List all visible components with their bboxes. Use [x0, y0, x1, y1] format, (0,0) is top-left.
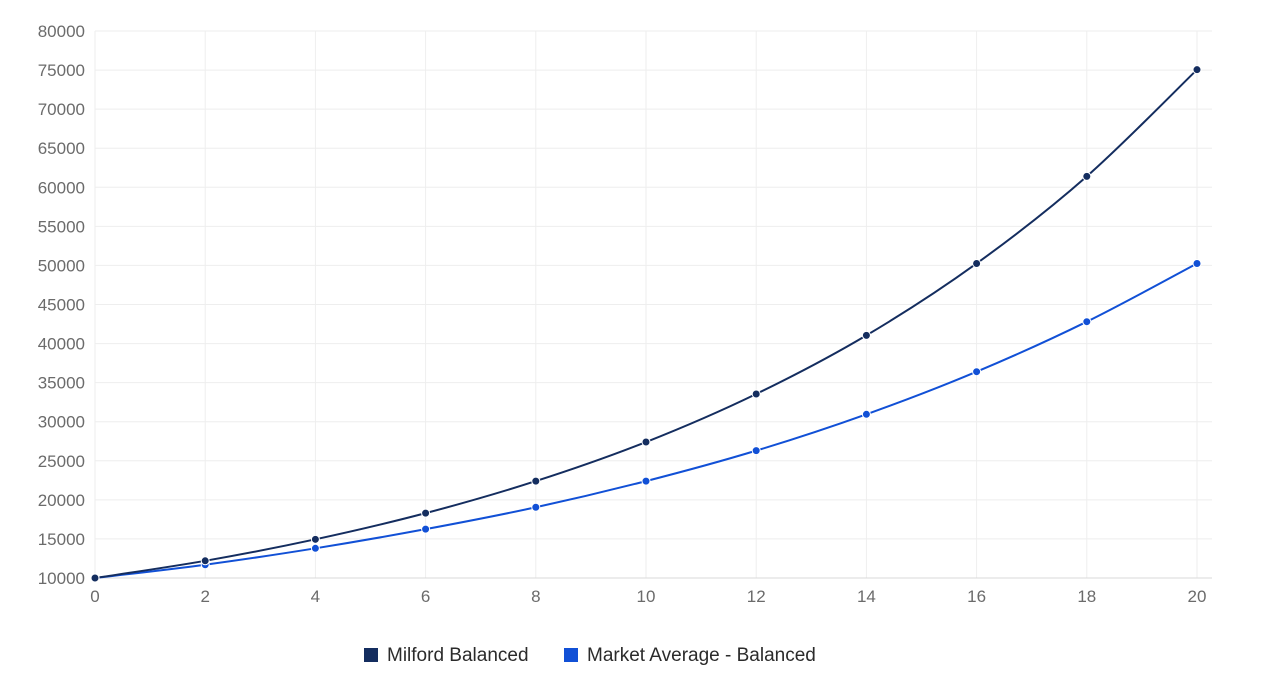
y-tick-label: 70000	[38, 100, 85, 119]
data-point-series-1	[972, 367, 982, 377]
data-point-series-1	[1082, 317, 1092, 327]
x-tick-label: 20	[1188, 587, 1207, 606]
data-point-series-1	[751, 446, 761, 456]
x-tick-label: 16	[967, 587, 986, 606]
data-point-series-1	[1192, 258, 1202, 268]
x-axis-tick-labels: 0 2 4 6 8 10 12 14 16 18 20	[90, 587, 1206, 606]
y-tick-label: 75000	[38, 61, 85, 80]
data-point-series-0	[861, 330, 871, 340]
y-tick-label: 25000	[38, 452, 85, 471]
y-tick-label: 80000	[38, 22, 85, 41]
y-tick-label: 10000	[38, 569, 85, 588]
data-point-series-0	[972, 258, 982, 268]
x-tick-label: 4	[311, 587, 320, 606]
data-point-series-1	[641, 476, 651, 486]
data-point-series-1	[310, 543, 320, 553]
x-tick-label: 8	[531, 587, 540, 606]
legend: Milford Balanced Market Average - Balance…	[364, 645, 816, 666]
y-tick-label: 60000	[38, 178, 85, 197]
x-tick-label: 14	[857, 587, 876, 606]
data-point-series-0	[421, 508, 431, 518]
data-point-series-0	[531, 476, 541, 486]
data-point-series-0	[751, 389, 761, 399]
x-tick-label: 12	[747, 587, 766, 606]
data-point-series-1	[421, 524, 431, 534]
legend-swatch	[564, 648, 578, 662]
x-tick-label: 10	[637, 587, 656, 606]
legend-swatch	[364, 648, 378, 662]
y-tick-label: 30000	[38, 413, 85, 432]
data-point-series-0	[1192, 65, 1202, 75]
data-point-series-0	[200, 556, 210, 566]
y-tick-label: 55000	[38, 217, 85, 236]
x-tick-label: 6	[421, 587, 430, 606]
x-tick-label: 2	[200, 587, 209, 606]
y-tick-label: 65000	[38, 139, 85, 158]
y-tick-label: 15000	[38, 530, 85, 549]
data-point-series-1	[531, 502, 541, 512]
data-point-series-1	[861, 409, 871, 419]
x-tick-label: 18	[1077, 587, 1096, 606]
y-tick-label: 40000	[38, 335, 85, 354]
legend-label: Market Average - Balanced	[587, 645, 816, 666]
data-point-series-0	[641, 437, 651, 447]
y-tick-label: 35000	[38, 374, 85, 393]
data-point-series-0	[90, 573, 100, 583]
y-tick-label: 45000	[38, 296, 85, 315]
grid-lines	[94, 30, 1212, 579]
data-points	[90, 65, 1202, 583]
data-point-series-0	[1082, 171, 1092, 181]
y-axis-tick-labels: 10000 15000 20000 25000 30000 35000 40000 45000…	[38, 22, 85, 588]
y-tick-label: 20000	[38, 491, 85, 510]
legend-label: Milford Balanced	[387, 645, 529, 666]
data-point-series-0	[310, 534, 320, 544]
x-tick-label: 0	[90, 587, 99, 606]
series-line-0	[94, 68, 1198, 579]
y-tick-label: 50000	[38, 256, 85, 275]
